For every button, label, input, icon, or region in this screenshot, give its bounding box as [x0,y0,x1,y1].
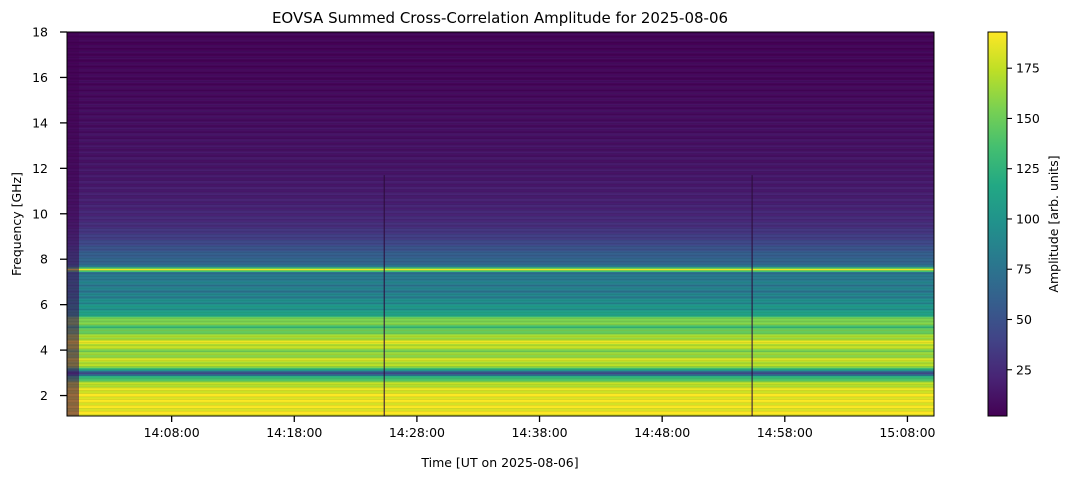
colorbar-tick-label: 25 [1016,362,1032,377]
x-tick-label: 15:08:00 [879,425,935,440]
y-tick-label: 14 [32,115,48,130]
row-striping [67,32,934,416]
x-tick-label: 14:18:00 [266,425,322,440]
colorbar-tick-label: 125 [1016,161,1040,176]
y-tick-label: 12 [32,161,48,176]
x-tick-label: 14:58:00 [757,425,813,440]
x-axis-label: Time [UT on 2025-08-06] [420,455,578,470]
y-tick-label: 2 [40,388,48,403]
x-tick-label: 14:08:00 [144,425,200,440]
x-axis: 14:08:00 14:18:00 14:28:00 14:38:00 14:48:00… [144,416,936,440]
colorbar [987,31,1008,417]
y-tick-label: 6 [40,297,48,312]
y-axis-label: Frequency [GHz] [9,172,24,276]
colorbar-label: Amplitude [arb. units] [1046,155,1061,292]
y-tick-label: 8 [40,252,48,267]
colorbar-tick-label: 175 [1016,61,1040,76]
y-tick-label: 10 [32,206,48,221]
plot-frame [66,31,935,417]
x-tick-label: 14:28:00 [389,425,445,440]
colorbar-tick-label: 75 [1016,262,1032,277]
colorbar-tick-label: 50 [1016,312,1032,327]
colorbar-tick-label: 150 [1016,111,1040,126]
x-tick-label: 14:38:00 [511,425,567,440]
plot-area [67,32,934,416]
y-tick-label: 4 [40,343,48,358]
colorbar-axis: 25 50 75 100 125 150 175 [1007,61,1040,377]
y-tick-label: 18 [32,25,48,40]
y-tick-label: 16 [32,70,48,85]
x-tick-label: 14:48:00 [634,425,690,440]
y-axis: 2 4 6 8 10 12 14 16 18 [32,25,67,403]
chart-title: EOVSA Summed Cross-Correlation Amplitude… [272,9,728,27]
colorbar-tick-label: 100 [1016,211,1040,226]
